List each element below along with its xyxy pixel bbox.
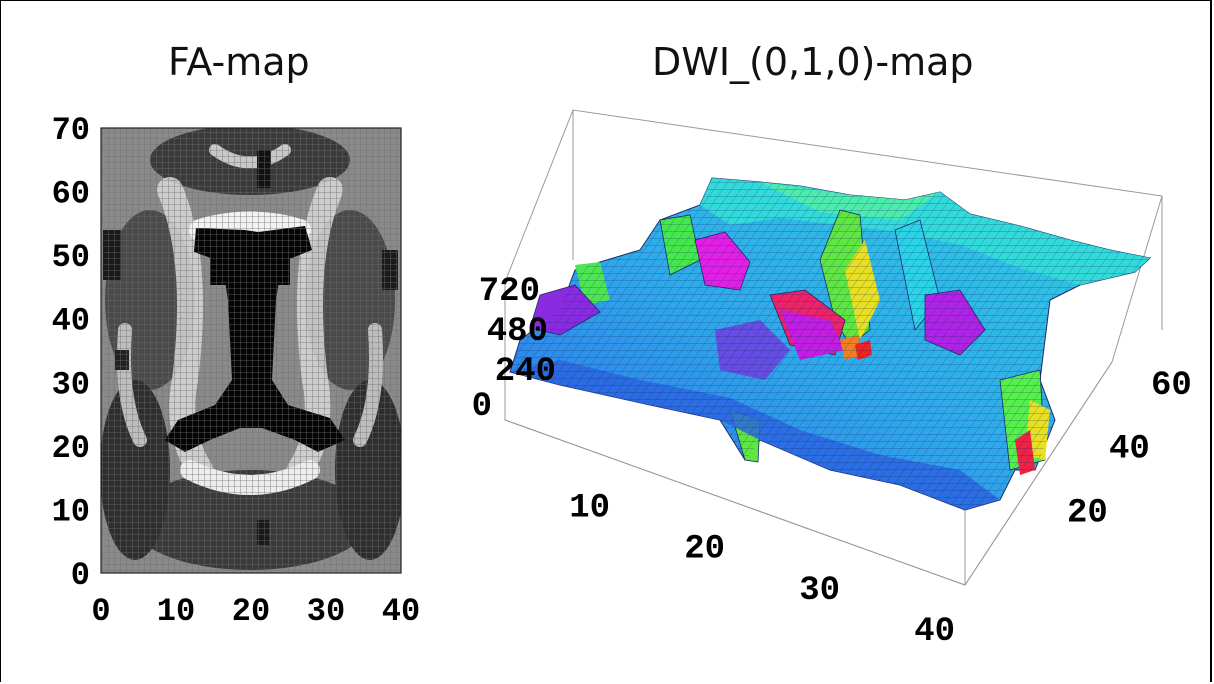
fa-y-tick-label: 50: [52, 239, 90, 276]
dwi-z-tick-label: 0: [472, 388, 492, 426]
fa-y-tick-label: 0: [71, 557, 90, 594]
fa-x-tick-label: 10: [157, 593, 195, 630]
fa-y-tick-label: 20: [52, 430, 90, 467]
fa-y-tick-label: 60: [52, 176, 90, 213]
fa-map-title: FA-map: [168, 40, 310, 84]
dwi-map-x-axis: 10 20 30 40: [569, 489, 955, 651]
fa-x-tick-label: 0: [91, 593, 110, 630]
dwi-z-tick-label: 240: [495, 353, 556, 391]
dwi-y-tick-label: 40: [1109, 431, 1150, 469]
dwi-z-tick-label: 720: [479, 273, 540, 311]
fa-y-tick-label: 10: [52, 493, 90, 530]
dwi-x-tick-label: 30: [799, 572, 840, 610]
fa-map-border: [100, 127, 402, 574]
fa-map-x-axis: 0 10 20 30 40: [91, 593, 420, 630]
fa-y-tick-label: 40: [52, 303, 90, 340]
fa-map-plot: [100, 127, 402, 574]
dwi-map-plot: [504, 109, 1163, 586]
dwi-y-tick-label: 60: [1151, 367, 1192, 405]
fa-x-tick-label: 30: [307, 593, 345, 630]
fa-map-y-axis: 0 10 20 30 40 50 60 70: [52, 112, 90, 594]
dwi-x-tick-label: 10: [569, 489, 610, 527]
fa-x-tick-label: 20: [232, 593, 270, 630]
fa-y-tick-label: 30: [52, 366, 90, 403]
dwi-map-title: DWI_(0,1,0)-map: [652, 40, 974, 84]
dwi-x-tick-label: 20: [684, 531, 725, 569]
fa-y-tick-label: 70: [52, 112, 90, 149]
dwi-y-tick-label: 20: [1067, 494, 1108, 532]
fa-x-tick-label: 40: [382, 593, 420, 630]
fa-map-image: [101, 128, 401, 573]
dwi-z-tick-label: 480: [487, 313, 548, 351]
dwi-x-tick-label: 40: [914, 613, 955, 651]
